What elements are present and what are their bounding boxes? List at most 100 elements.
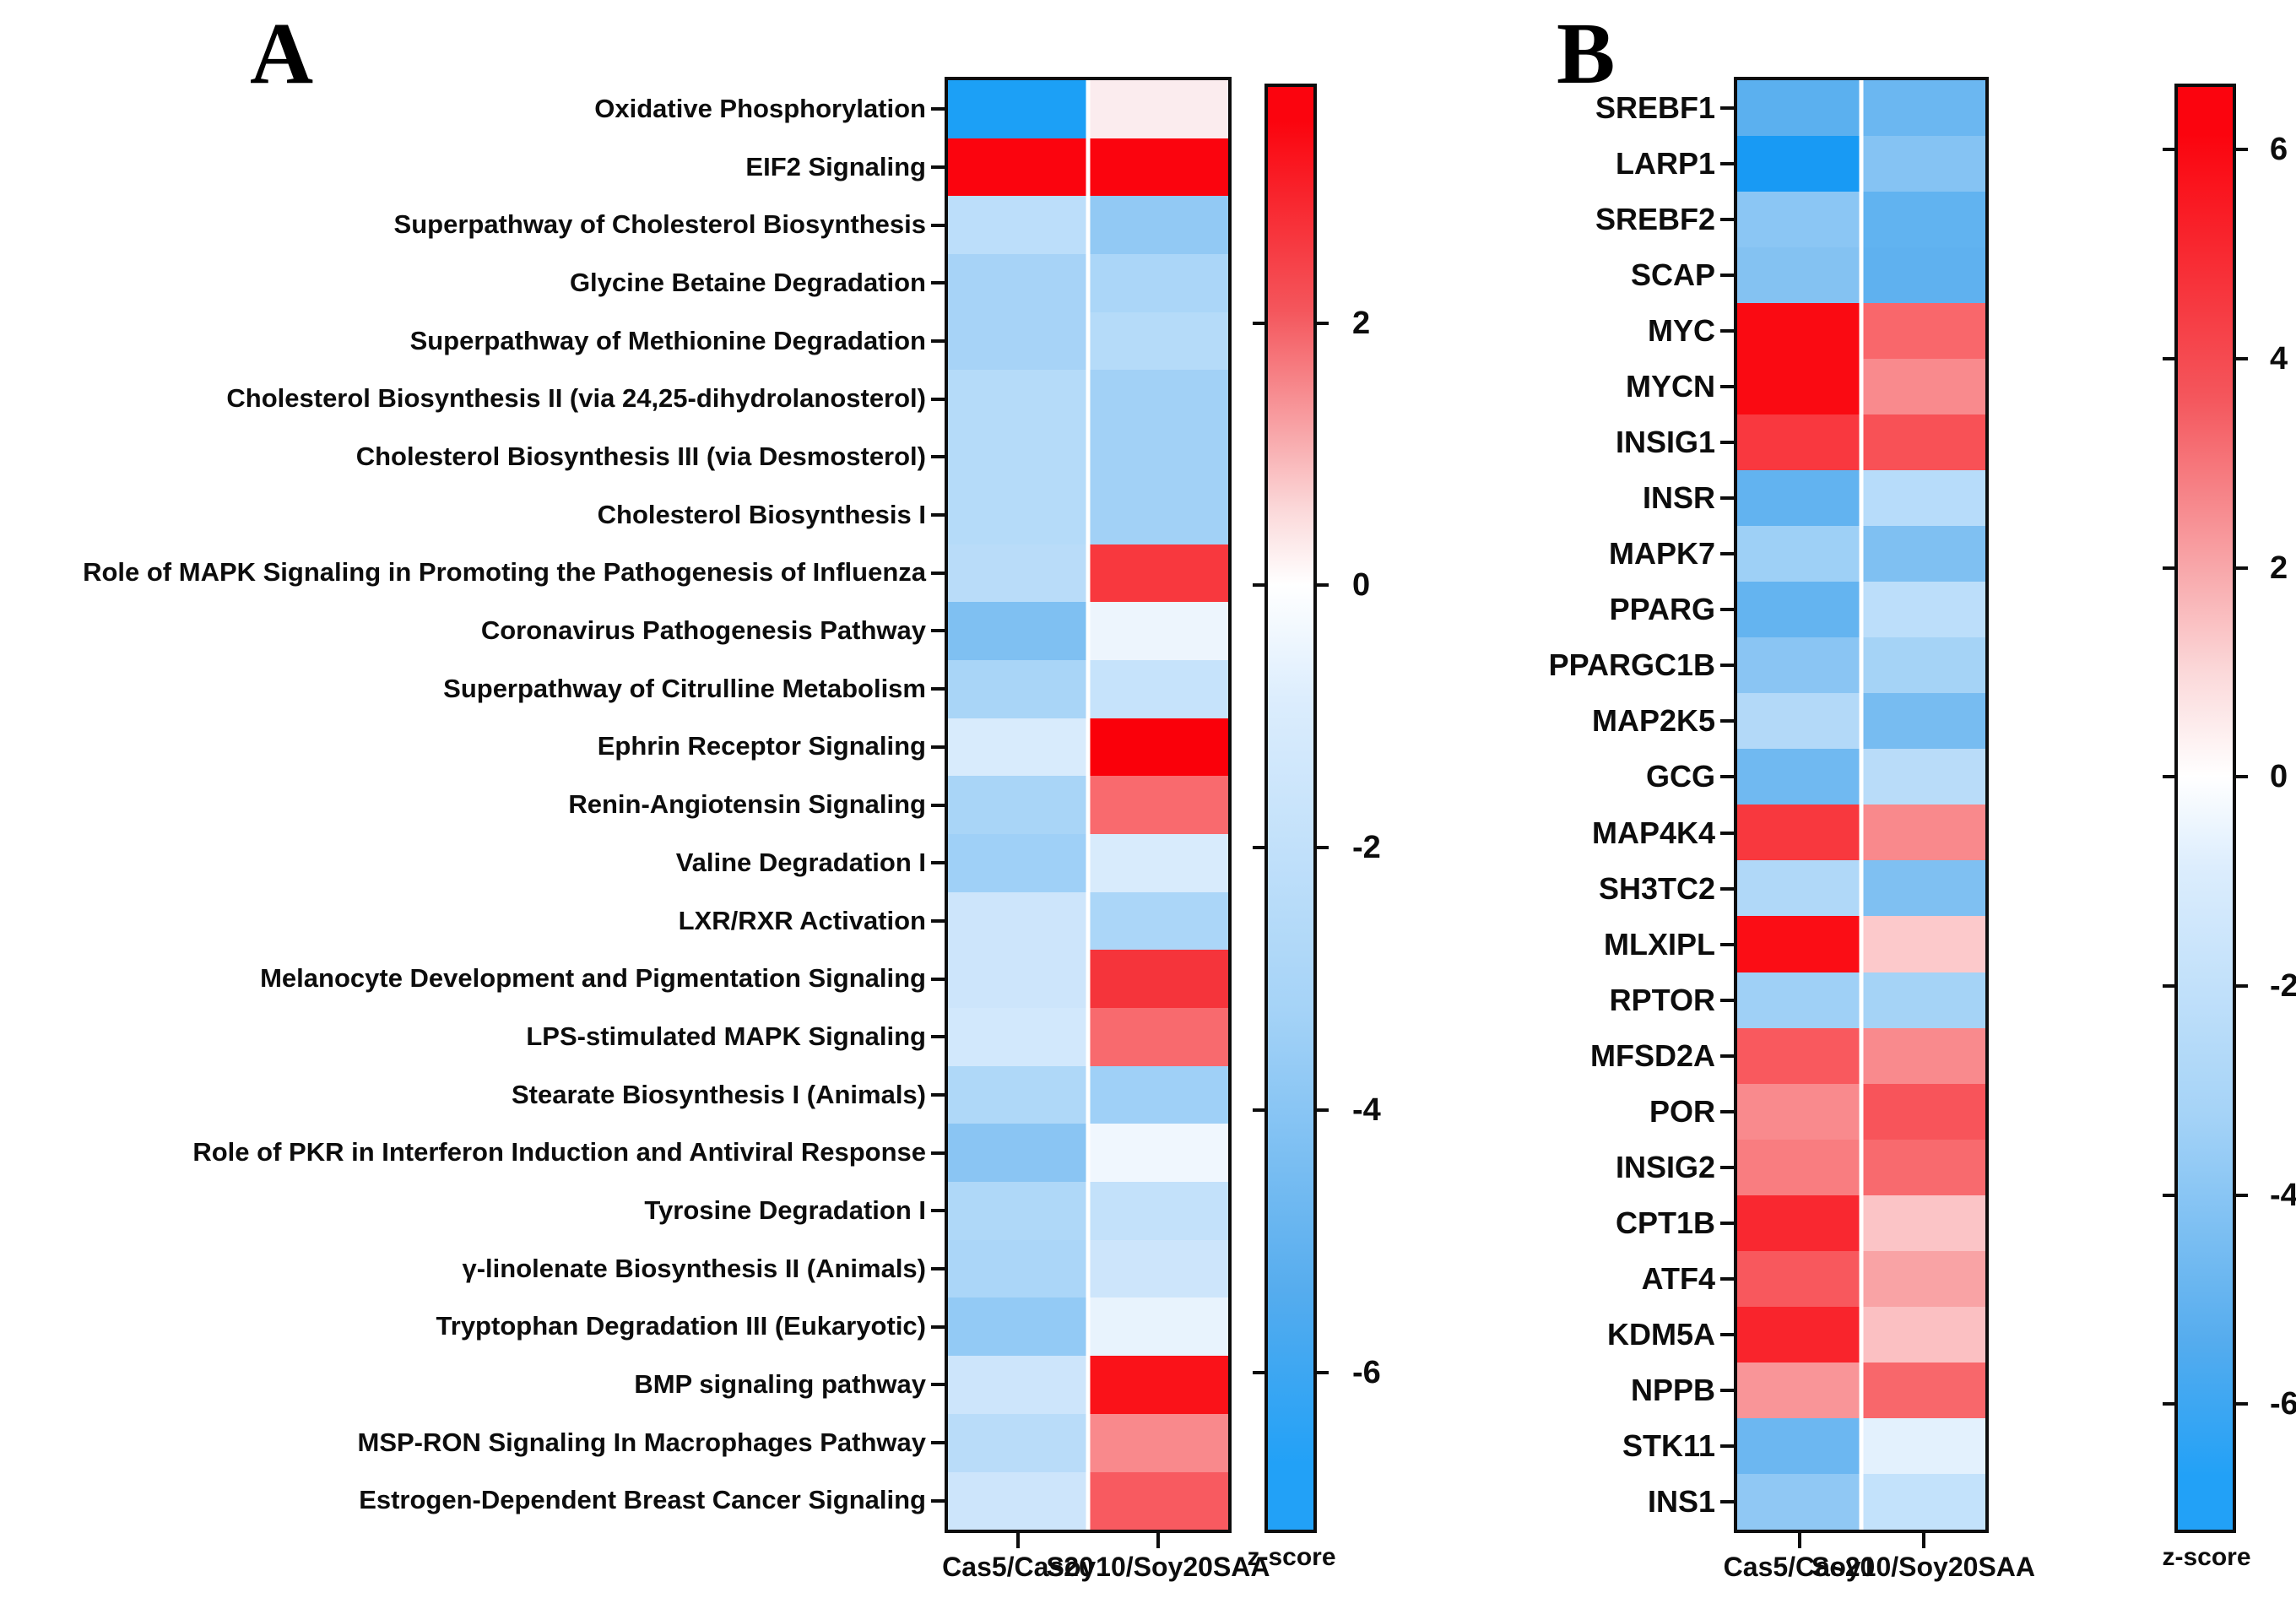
colorbar-tick-label: 2 — [2270, 550, 2288, 586]
heatmap-cell-Soy10/Soy20SAA — [1861, 972, 1985, 1028]
heatmap-cell-Cas5/Cas20 — [948, 485, 1088, 544]
heatmap-cell-Soy10/Soy20SAA — [1088, 544, 1228, 603]
heatmap-cell-Soy10/Soy20SAA — [1861, 1306, 1985, 1363]
row-label: MAP2K5 — [1591, 703, 1715, 739]
heatmap-cell-Cas5/Cas20 — [948, 196, 1088, 255]
row-label: POR — [1649, 1093, 1715, 1129]
heatmap-row — [948, 138, 1228, 197]
row-tick — [931, 513, 948, 517]
row-tick — [931, 223, 948, 227]
colorbar-tick-label: 0 — [1352, 567, 1371, 604]
heatmap-grid — [1734, 77, 1989, 1533]
heatmap-cell-Cas5/Cas20 — [948, 1124, 1088, 1183]
heatmap-cell-Soy10/Soy20SAA — [1861, 1195, 1985, 1251]
heatmap-cell-Cas5/Cas20 — [1737, 1473, 1861, 1530]
heatmap-cell-Soy10/Soy20SAA — [1861, 1139, 1985, 1195]
heatmap-row — [1737, 247, 1985, 304]
row-label: SREBF2 — [1595, 202, 1715, 237]
heatmap-cell-Soy10/Soy20SAA — [1861, 80, 1985, 137]
row-tick — [931, 918, 948, 923]
heatmap-row — [1737, 916, 1985, 972]
colorbar-a-zscore-label: z-score — [1247, 1543, 1336, 1571]
heatmap-row — [1737, 1306, 1985, 1363]
heatmap-cell-Cas5/Cas20 — [1737, 359, 1861, 415]
colorbar-tick-right — [1317, 321, 1329, 325]
heatmap-cell-Soy10/Soy20SAA — [1861, 414, 1985, 471]
row-tick — [931, 1325, 948, 1329]
heatmap-row — [1737, 136, 1985, 192]
row-tick — [931, 1035, 948, 1039]
row-label: Role of MAPK Signaling in Promoting the … — [83, 557, 926, 588]
column-label: Cas5/Cas20 — [942, 1552, 1094, 1582]
column-tick — [1156, 1533, 1160, 1548]
colorbar-tick-left — [2163, 1193, 2174, 1197]
row-tick — [931, 861, 948, 865]
row-label: LXR/RXR Activation — [678, 905, 926, 935]
row-tick — [1720, 552, 1737, 556]
heatmap-cell-Cas5/Cas20 — [1737, 972, 1861, 1028]
heatmap-cell-Soy10/Soy20SAA — [1088, 138, 1228, 197]
row-label: Superpathway of Citrulline Metabolism — [443, 673, 926, 703]
colorbar-tick-label: -2 — [1352, 830, 1381, 866]
heatmap-row — [1737, 1250, 1985, 1307]
row-label: RPTOR — [1609, 982, 1715, 1017]
heatmap-cell-Cas5/Cas20 — [948, 312, 1088, 371]
heatmap-row — [1737, 80, 1985, 137]
heatmap-cell-Soy10/Soy20SAA — [1088, 485, 1228, 544]
heatmap-row — [948, 1356, 1228, 1414]
heatmap-row — [1737, 526, 1985, 582]
heatmap-row — [948, 1471, 1228, 1530]
row-tick — [1720, 1109, 1737, 1113]
row-tick — [1720, 831, 1737, 835]
row-tick — [931, 629, 948, 633]
heatmap-cell-Soy10/Soy20SAA — [1861, 582, 1985, 638]
row-tick — [931, 339, 948, 344]
heatmap-cell-Cas5/Cas20 — [948, 659, 1088, 718]
row-label: INSR — [1642, 480, 1715, 516]
heatmap-cell-Soy10/Soy20SAA — [1861, 526, 1985, 582]
heatmap-row — [1737, 1362, 1985, 1418]
heatmap-cell-Soy10/Soy20SAA — [1088, 1471, 1228, 1530]
heatmap-cell-Cas5/Cas20 — [1737, 247, 1861, 304]
row-label: BMP signaling pathway — [634, 1368, 926, 1399]
row-label: Stearate Biosynthesis I (Animals) — [512, 1079, 926, 1109]
heatmap-cell-Cas5/Cas20 — [948, 1297, 1088, 1357]
heatmap-cell-Cas5/Cas20 — [1737, 136, 1861, 192]
heatmap-cell-Soy10/Soy20SAA — [1861, 749, 1985, 805]
row-label: Role of PKR in Interferon Induction and … — [192, 1137, 926, 1167]
row-tick — [1720, 1276, 1737, 1281]
row-tick — [931, 745, 948, 749]
row-tick — [931, 165, 948, 170]
row-tick — [931, 455, 948, 459]
row-label: Tyrosine Degradation I — [644, 1195, 926, 1225]
heatmap-cell-Cas5/Cas20 — [1737, 192, 1861, 248]
row-label: Cholesterol Biosynthesis I — [597, 499, 926, 529]
colorbar-tick-right — [1317, 846, 1329, 850]
row-tick — [1720, 1444, 1737, 1448]
heatmap-cell-Cas5/Cas20 — [1737, 1027, 1861, 1084]
heatmap-row — [1737, 1027, 1985, 1084]
row-tick — [931, 1092, 948, 1097]
colorbar-tick-right — [2236, 566, 2248, 570]
row-label: Oxidative Phosphorylation — [594, 94, 926, 123]
heatmap-cell-Soy10/Soy20SAA — [1088, 1297, 1228, 1357]
heatmap-row — [948, 1124, 1228, 1183]
heatmap-row — [948, 428, 1228, 486]
heatmap-row — [948, 1239, 1228, 1298]
row-label: Valine Degradation I — [675, 847, 926, 877]
column-label: Cas5/Cas20 — [1723, 1552, 1876, 1582]
heatmap-row — [948, 1413, 1228, 1472]
row-tick — [1720, 162, 1737, 166]
colorbar-tick-left — [2163, 566, 2174, 570]
heatmap-cell-Cas5/Cas20 — [1737, 860, 1861, 917]
row-tick — [1720, 942, 1737, 946]
colorbar-tick-right — [2236, 1402, 2248, 1406]
heatmap-cell-Cas5/Cas20 — [948, 776, 1088, 834]
heatmap-cell-Soy10/Soy20SAA — [1088, 1239, 1228, 1298]
heatmap-cell-Soy10/Soy20SAA — [1861, 916, 1985, 972]
heatmap-row — [1737, 582, 1985, 638]
heatmap-row — [1737, 860, 1985, 917]
row-tick — [931, 1151, 948, 1155]
colorbar-tick-right — [1317, 583, 1329, 588]
heatmap-cell-Soy10/Soy20SAA — [1088, 312, 1228, 371]
